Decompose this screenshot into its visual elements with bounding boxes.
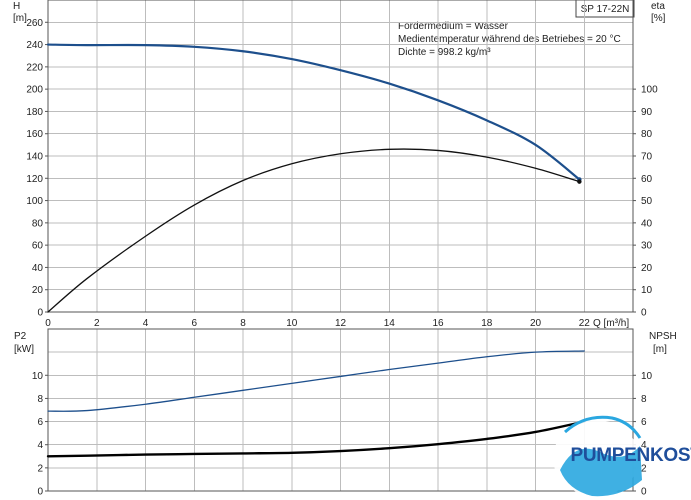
series-end-point-1 bbox=[577, 179, 582, 184]
x-axis-tick-label: 22 bbox=[579, 318, 591, 329]
p2-axis-unit: [kW] bbox=[14, 344, 34, 355]
right-axis-tick-label: 8 bbox=[641, 394, 647, 405]
right-axis-tick-label: 10 bbox=[641, 285, 653, 296]
left-axis-tick-label: 0 bbox=[37, 308, 43, 319]
h-axis-label: H bbox=[13, 1, 20, 12]
left-axis-tick-label: 6 bbox=[37, 417, 43, 428]
right-axis-tick-label: 4 bbox=[641, 440, 647, 451]
right-axis-tick-label: 6 bbox=[641, 417, 647, 428]
x-axis-tick-label: 6 bbox=[191, 318, 197, 329]
upper-axis-titles: H [m] eta [%] Q [m³/h] bbox=[13, 1, 666, 329]
right-axis-tick-label: 2 bbox=[641, 463, 647, 474]
left-axis-tick-label: 0 bbox=[37, 487, 43, 498]
left-axis-tick-label: 100 bbox=[26, 196, 43, 207]
left-axis-tick-label: 260 bbox=[26, 18, 43, 29]
right-axis-tick-label: 30 bbox=[641, 241, 653, 252]
pumpenkost-logo: PUMPENKOST bbox=[553, 415, 691, 497]
plot-frame bbox=[47, 328, 634, 492]
annotation-temperature: Medientemperatur während des Betriebes =… bbox=[398, 34, 621, 45]
left-axis-tick-label: 140 bbox=[26, 152, 43, 163]
p2-axis-label: P2 bbox=[14, 331, 27, 342]
right-axis-tick-label: 90 bbox=[641, 107, 653, 118]
right-axis-tick-label: 70 bbox=[641, 152, 653, 163]
right-axis-tick-label: 50 bbox=[641, 196, 653, 207]
x-axis-tick-label: 14 bbox=[384, 318, 396, 329]
right-axis-tick-label: 10 bbox=[641, 371, 653, 382]
npsh-axis-label: NPSH bbox=[649, 331, 677, 342]
right-axis-tick-label: 80 bbox=[641, 129, 653, 140]
eta-axis-unit: [%] bbox=[651, 13, 666, 24]
h-axis-unit: [m] bbox=[13, 13, 27, 24]
x-axis-tick-label: 10 bbox=[286, 318, 298, 329]
left-axis-tick-label: 8 bbox=[37, 394, 43, 405]
x-axis-tick-label: 20 bbox=[530, 318, 542, 329]
upper-series-line-0 bbox=[46, 43, 581, 181]
logo-text: PUMPENKOST bbox=[570, 445, 691, 466]
top-annotations: Fördermedium = Wasser Medientemperatur w… bbox=[398, 21, 621, 58]
x-axis-tick-label: 2 bbox=[94, 318, 100, 329]
left-axis-tick-label: 240 bbox=[26, 40, 43, 51]
right-axis-tick-label: 60 bbox=[641, 174, 653, 185]
left-axis-tick-label: 40 bbox=[32, 263, 44, 274]
left-axis-tick-label: 120 bbox=[26, 174, 43, 185]
left-axis-tick-label: 200 bbox=[26, 85, 43, 96]
annotation-medium: Fördermedium = Wasser bbox=[398, 21, 509, 32]
lower-plot-panel: 0 2 4 6 8 10 0 2 4 6 8 10 bbox=[32, 328, 653, 498]
right-axis-tick-label: 40 bbox=[641, 218, 653, 229]
left-axis-tick-label: 20 bbox=[32, 285, 44, 296]
model-label-box: SP 17-22N bbox=[575, 0, 635, 18]
model-label: SP 17-22N bbox=[581, 4, 630, 15]
upper-plot-panel: 0204060801001201401601802002202402600102… bbox=[26, 0, 658, 329]
right-axis-tick-label: 100 bbox=[641, 85, 658, 96]
upper-series-line-1 bbox=[47, 148, 581, 313]
left-axis-tick-label: 10 bbox=[32, 371, 44, 382]
right-axis-tick-label: 20 bbox=[641, 263, 653, 274]
x-axis-tick-label: 0 bbox=[45, 318, 51, 329]
left-axis-tick-label: 160 bbox=[26, 129, 43, 140]
x-axis-tick-label: 18 bbox=[481, 318, 493, 329]
left-axis-tick-label: 80 bbox=[32, 218, 44, 229]
right-axis-tick-label: 0 bbox=[641, 487, 647, 498]
left-axis-tick-label: 2 bbox=[37, 463, 43, 474]
left-axis-tick-label: 180 bbox=[26, 107, 43, 118]
npsh-axis-unit: [m] bbox=[653, 344, 667, 355]
left-axis-tick-label: 60 bbox=[32, 241, 44, 252]
annotation-density: Dichte = 998.2 kg/m³ bbox=[398, 47, 491, 58]
x-axis-tick-label: 4 bbox=[143, 318, 149, 329]
x-axis-tick-label: 16 bbox=[432, 318, 444, 329]
x-axis-tick-label: 12 bbox=[335, 318, 347, 329]
q-axis-label: Q [m³/h] bbox=[593, 318, 629, 329]
eta-axis-label: eta bbox=[651, 1, 665, 12]
lower-axis-titles: P2 [kW] NPSH [m] bbox=[14, 331, 677, 355]
lower-series-line-1 bbox=[46, 420, 586, 458]
left-axis-tick-label: 220 bbox=[26, 62, 43, 73]
lower-series-line-0 bbox=[47, 350, 585, 412]
left-axis-tick-label: 4 bbox=[37, 440, 43, 451]
right-axis-tick-label: 0 bbox=[641, 308, 647, 319]
x-axis-tick-label: 8 bbox=[240, 318, 246, 329]
